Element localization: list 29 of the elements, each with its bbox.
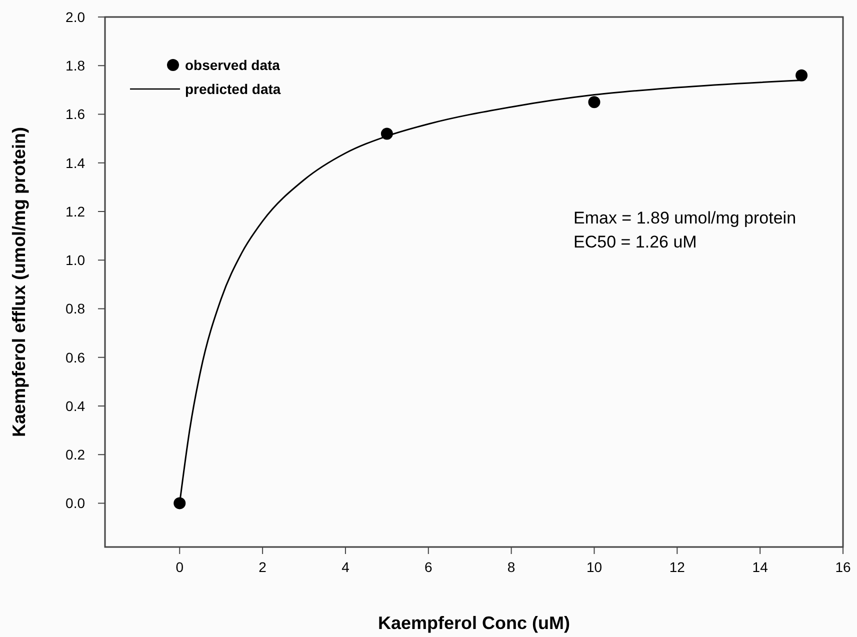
- y-tick-label: 0.0: [66, 495, 86, 512]
- x-axis-title: Kaempferol Conc (uM): [378, 613, 570, 633]
- y-tick-label: 0.8: [66, 300, 86, 317]
- y-tick-label: 0.4: [66, 398, 86, 414]
- x-tick-label: 0: [176, 559, 184, 575]
- x-tick-label: 16: [835, 559, 851, 575]
- annotation: Emax = 1.89 umol/mg protein: [574, 208, 796, 228]
- point: [588, 96, 600, 108]
- legend-label: predicted data: [185, 81, 281, 97]
- y-tick-label: 2.0: [66, 9, 86, 25]
- y-axis-title: Kaempferol efflux (umol/mg protein): [9, 126, 29, 438]
- x-tick-label: 4: [342, 559, 350, 575]
- y-tick-label: 1.0: [66, 252, 86, 268]
- point: [796, 69, 808, 82]
- x-tick-label: 2: [258, 559, 267, 575]
- point: [174, 497, 186, 510]
- legend-label: observed data: [185, 57, 280, 73]
- x-tick-label: 8: [507, 559, 516, 575]
- y-tick-label: 0.2: [66, 446, 86, 463]
- y-tick-label: 1.6: [66, 106, 86, 122]
- y-tick-label: 1.4: [66, 154, 86, 171]
- x-tick-label: 14: [752, 559, 768, 575]
- y-tick-label: 0.6: [66, 349, 86, 366]
- annotation: EC50 = 1.26 uM: [574, 232, 697, 252]
- x-tick-label: 6: [424, 559, 432, 575]
- y-tick-label: 1.2: [66, 203, 86, 220]
- x-tick-label: 12: [669, 559, 686, 575]
- y-tick-label: 1.8: [66, 58, 86, 74]
- x-tick-label: 10: [586, 559, 602, 575]
